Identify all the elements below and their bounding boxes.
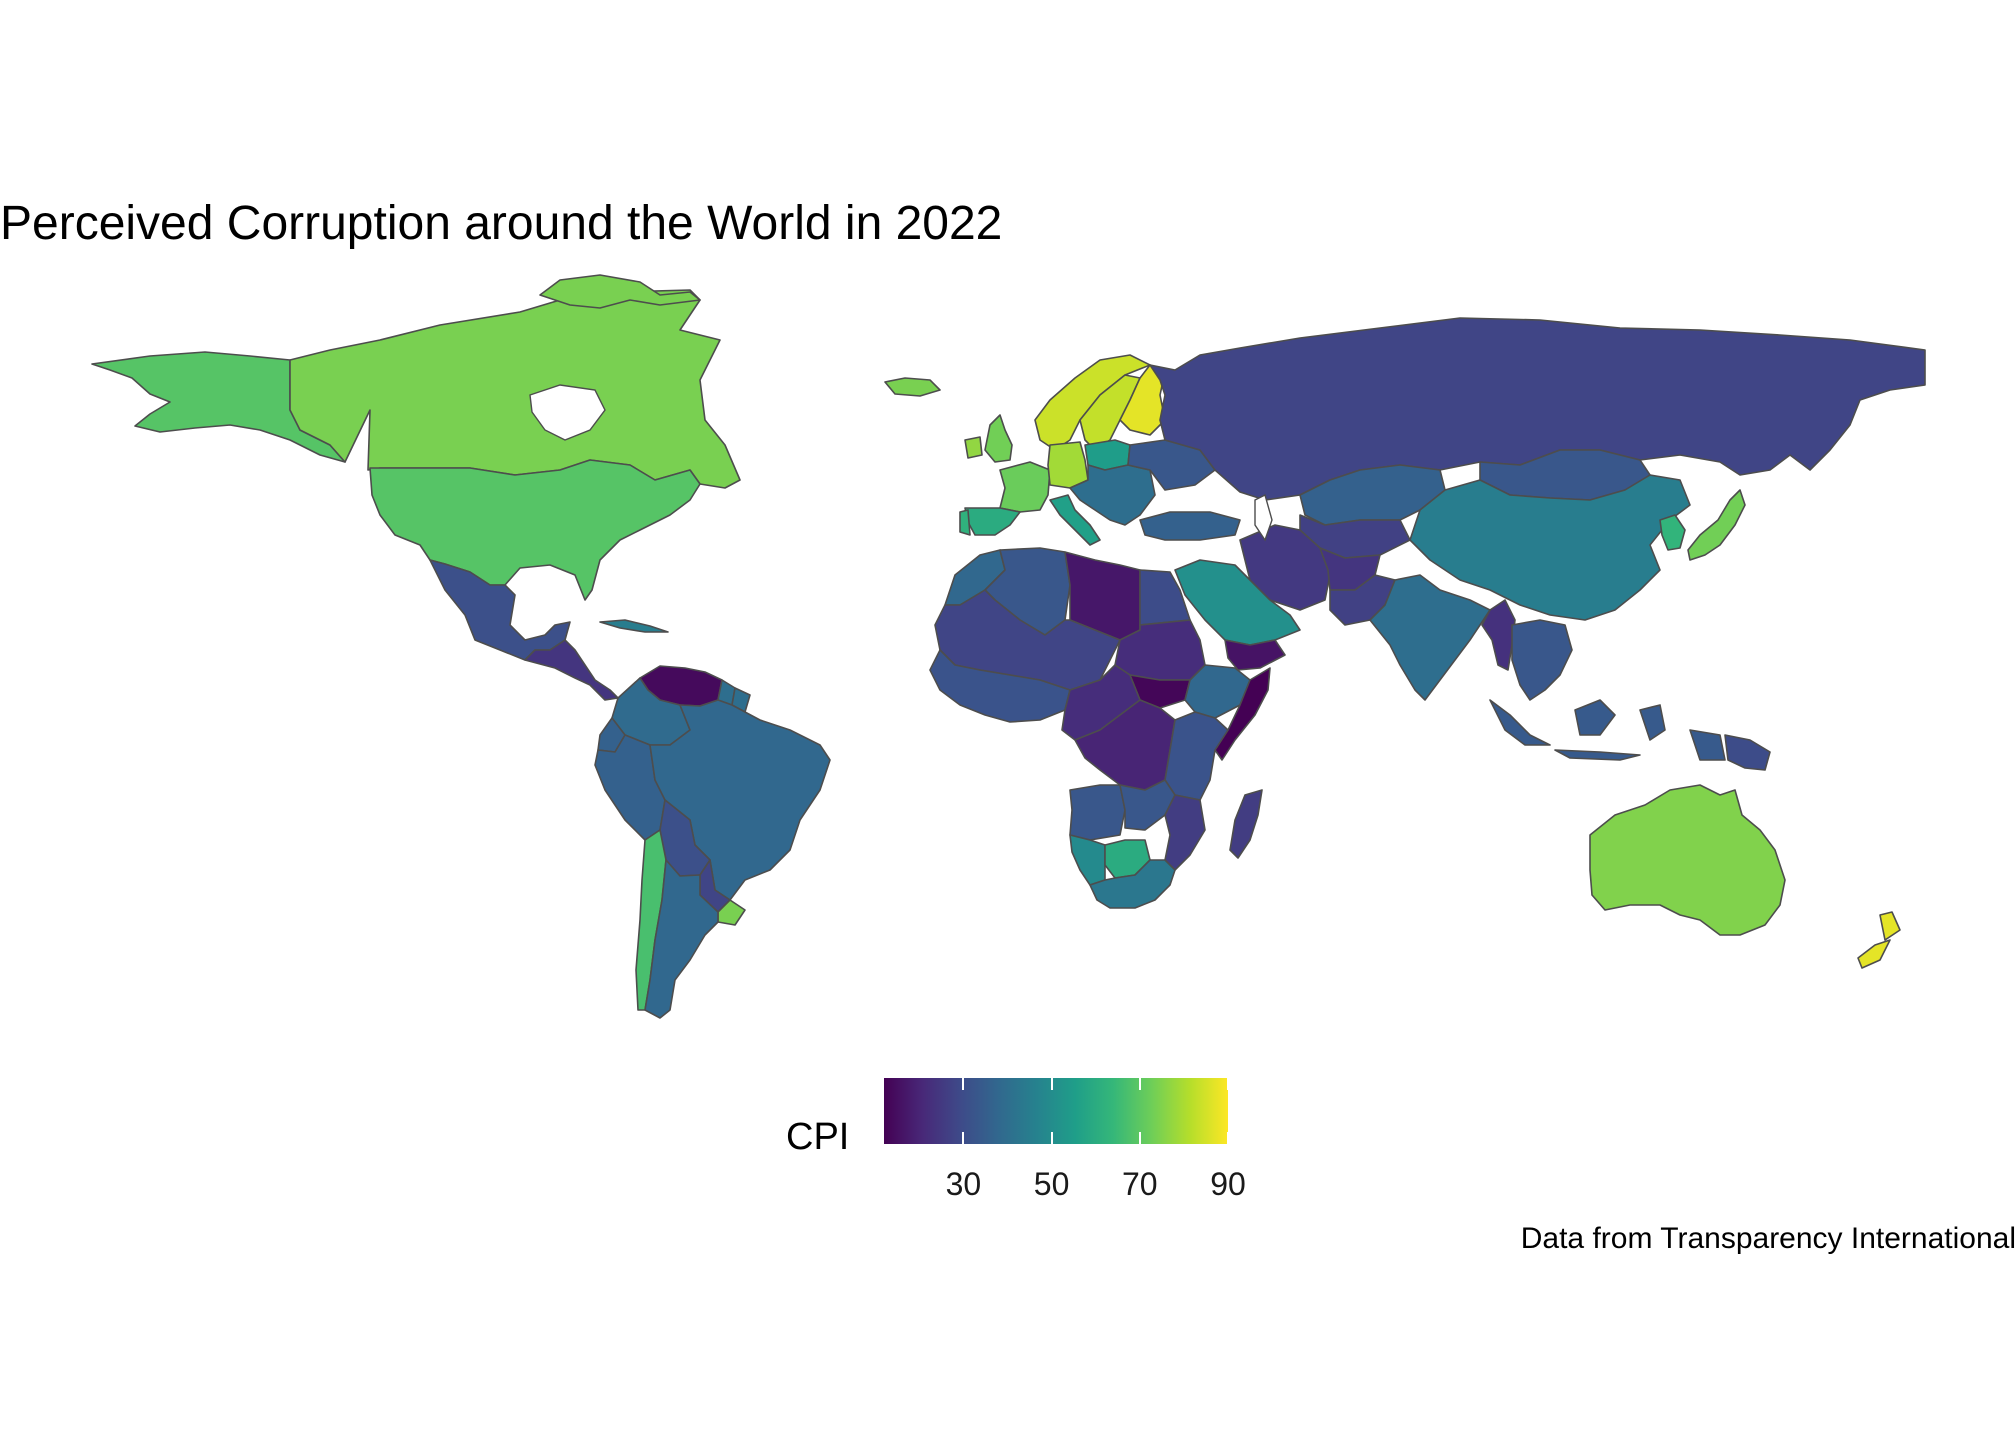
legend-tick-mark — [1227, 1132, 1229, 1144]
region-turkey — [1139, 511, 1241, 541]
legend-tick-mark — [1138, 1078, 1141, 1090]
region-france — [999, 461, 1051, 513]
legend-tick-label: 70 — [1121, 1166, 1158, 1202]
region-yemen — [1224, 639, 1286, 671]
hudson-bay — [529, 384, 606, 441]
region-portugal — [959, 509, 971, 536]
region-angola — [1069, 784, 1126, 841]
region-mozambique — [1164, 794, 1206, 871]
region-indonesia — [1489, 699, 1726, 761]
region-united-kingdom — [984, 414, 1013, 463]
region-southeast-asia — [1511, 619, 1573, 701]
caption: Data from Transparency International — [1520, 1222, 2016, 1255]
region-russia — [1149, 317, 1926, 501]
region-japan — [1687, 489, 1746, 561]
region-central-america — [524, 639, 619, 701]
region-mexico — [429, 559, 571, 661]
region-new-zealand — [1857, 911, 1901, 969]
legend-colorbar — [884, 1078, 1228, 1144]
region-spain — [964, 507, 1021, 536]
region-india — [1369, 574, 1491, 701]
region-greenland — [539, 274, 701, 309]
region-alaska — [91, 351, 346, 463]
region-brazil — [649, 699, 831, 901]
legend-tick-mark — [1138, 1132, 1141, 1144]
region-myanmar — [1481, 599, 1516, 671]
region-cuba — [599, 619, 669, 633]
region-ireland — [964, 436, 983, 459]
region-italy — [1049, 494, 1101, 546]
region-papua-new-guinea — [1724, 734, 1771, 771]
region-west-africa — [929, 649, 1071, 723]
region-germany — [1047, 441, 1089, 489]
region-saudi-arabia — [1174, 559, 1301, 646]
region-iceland — [884, 377, 941, 397]
legend-tick-mark — [962, 1078, 965, 1090]
region-united-states — [369, 459, 701, 601]
legend-tick-mark — [962, 1132, 965, 1144]
region-somalia — [1214, 667, 1271, 761]
region-china — [1409, 474, 1691, 621]
region-south-africa — [1089, 859, 1176, 909]
legend-tick-mark — [1050, 1132, 1053, 1144]
region-madagascar — [1229, 789, 1263, 859]
region-australia — [1589, 784, 1786, 936]
map-title: Perceived Corruption around the World in… — [0, 197, 1003, 250]
region-argentina — [644, 859, 719, 1019]
region-east-africa — [1164, 711, 1229, 801]
legend-tick-label: 30 — [945, 1166, 982, 1202]
legend-title: CPI — [786, 1116, 850, 1158]
region-korea — [1659, 514, 1686, 551]
region-canada — [289, 289, 741, 489]
legend-tick-mark — [1050, 1078, 1053, 1090]
legend-tick-label: 50 — [1033, 1166, 1070, 1202]
legend-tick-mark — [1227, 1078, 1229, 1090]
caspian-sea — [1254, 493, 1273, 542]
region-namibia — [1069, 834, 1106, 886]
region-eastern-europe — [1069, 464, 1156, 526]
region-iran — [1239, 524, 1331, 611]
legend-tick-label: 90 — [1210, 1166, 1246, 1202]
